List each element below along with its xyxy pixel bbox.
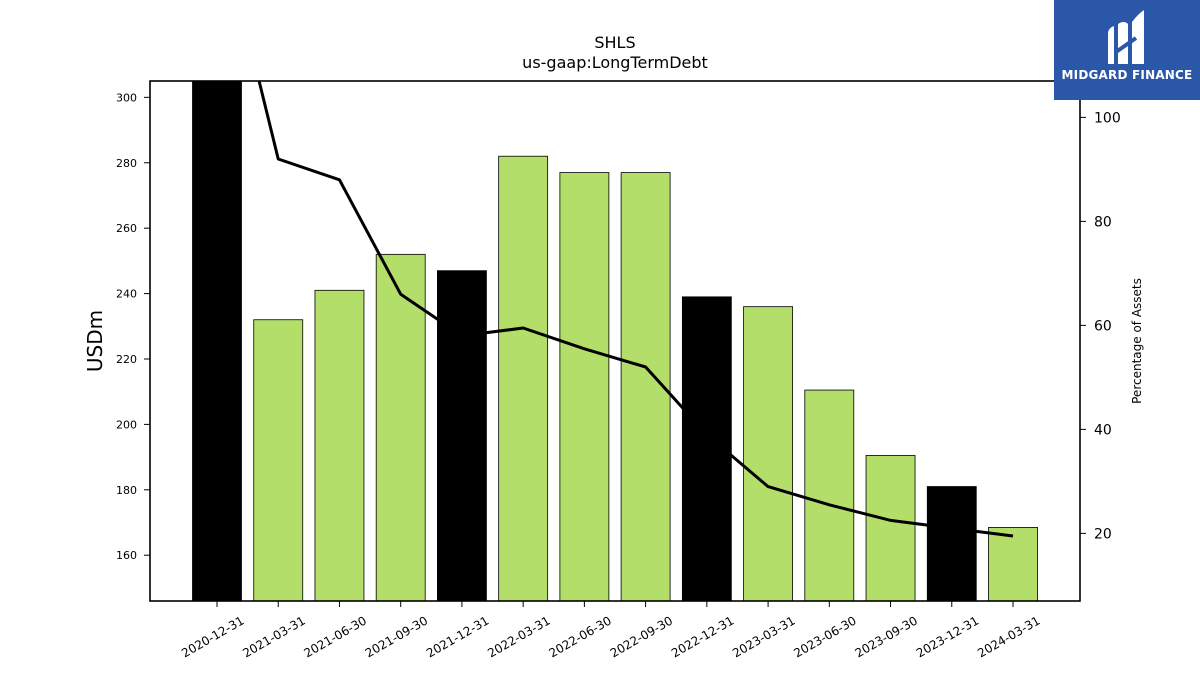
bar — [926, 486, 977, 601]
x-tick-label: 2020-12-31 — [179, 613, 246, 660]
x-tick-label: 2023-12-31 — [914, 613, 981, 660]
x-tick-label: 2023-09-30 — [853, 613, 920, 660]
y-tick-label: 280 — [116, 157, 137, 170]
x-tick-label: 2021-03-31 — [240, 613, 307, 660]
x-tick-label: 2023-06-30 — [791, 613, 858, 660]
y-tick-label: 160 — [116, 549, 137, 562]
bar — [375, 253, 426, 601]
x-tick-label: 2022-12-31 — [669, 613, 736, 660]
bar — [192, 81, 242, 601]
series-line — [257, 81, 1014, 538]
brand-logo: MIDGARD FINANCE — [1054, 0, 1200, 100]
x-tick-label: 2021-12-31 — [424, 613, 491, 660]
plot-frame — [149, 80, 1081, 602]
y-tick-label: 200 — [116, 418, 137, 431]
bar — [743, 306, 793, 601]
y2-axis-label: Percentage of Assets — [1130, 278, 1144, 404]
bar — [988, 527, 1038, 601]
bar — [804, 389, 855, 601]
bar — [559, 172, 610, 601]
x-tick-label: 2022-09-30 — [608, 613, 675, 660]
y-tick-label: 220 — [116, 353, 137, 366]
x-tick-label: 2021-06-30 — [302, 613, 369, 660]
y-tick-label: 180 — [116, 484, 137, 497]
y2-tick-label: 80 — [1094, 214, 1112, 230]
x-tick-label: 2022-06-30 — [546, 613, 613, 660]
chart-title: SHLS — [594, 33, 635, 52]
y2-tick-label: 40 — [1094, 422, 1112, 438]
y2-tick-label: 100 — [1094, 110, 1121, 126]
bar — [498, 155, 549, 601]
bar — [437, 270, 487, 601]
bar — [865, 455, 916, 601]
y-tick-label: 260 — [116, 222, 137, 235]
x-tick-label: 2024-03-31 — [975, 613, 1042, 660]
bar — [253, 319, 304, 601]
midgard-m-icon — [1108, 10, 1144, 64]
y2-tick-label: 20 — [1094, 526, 1112, 542]
x-tick-label: 2023-03-31 — [730, 613, 797, 660]
y2-tick-label: 60 — [1094, 318, 1112, 334]
y-tick-label: 240 — [116, 288, 137, 301]
chart-subtitle: us-gaap:LongTermDebt — [522, 53, 708, 72]
x-tick-label: 2021-09-30 — [363, 613, 430, 660]
y-tick-label: 300 — [116, 91, 137, 104]
x-tick-label: 2022-03-31 — [485, 613, 552, 660]
bar — [314, 289, 365, 601]
y-axis-label: USDm — [83, 310, 107, 372]
logo-text: MIDGARD FINANCE — [1061, 68, 1193, 82]
